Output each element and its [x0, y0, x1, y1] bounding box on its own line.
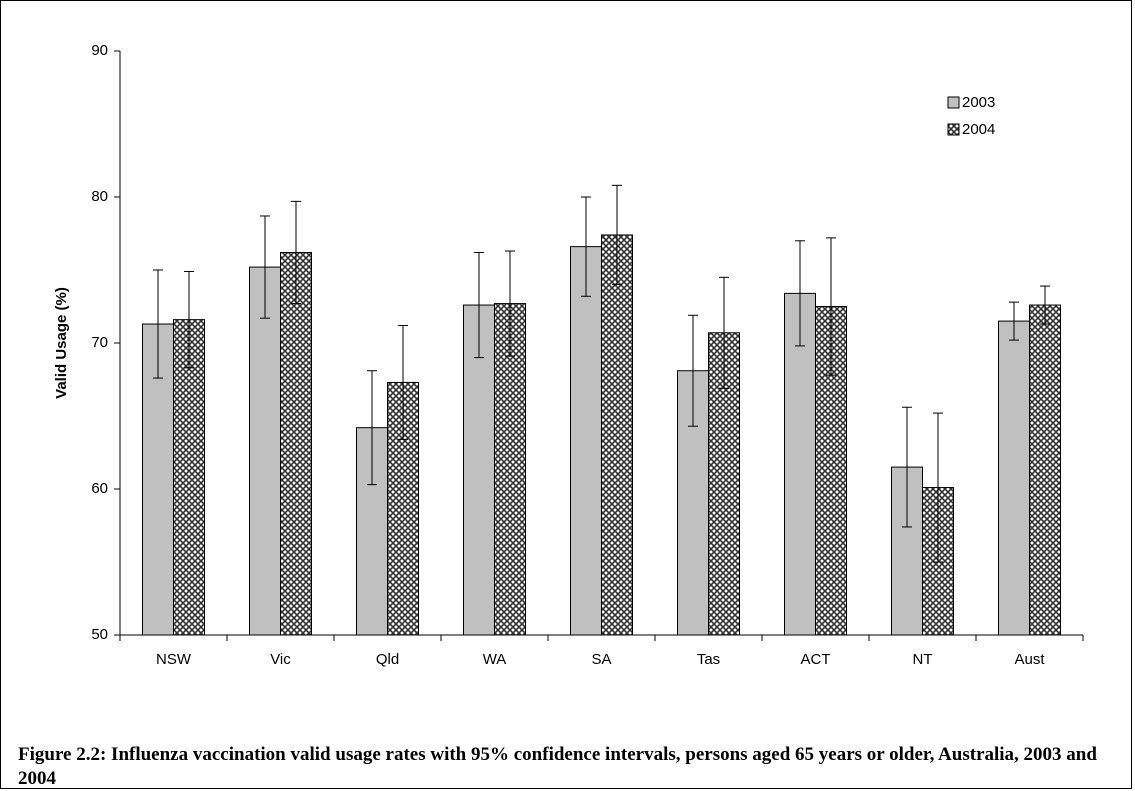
- bar: [249, 266, 281, 636]
- bar: [1029, 304, 1061, 636]
- x-tick-label: Tas: [697, 651, 720, 668]
- legend-label: 2003: [962, 94, 995, 111]
- bar: [601, 234, 633, 636]
- legend-label: 2004: [962, 121, 995, 138]
- y-tick-label: 90: [91, 42, 108, 59]
- x-tick-label: NT: [913, 651, 933, 668]
- x-tick-label: NSW: [156, 651, 192, 668]
- x-tick-label: Qld: [376, 651, 399, 668]
- y-axis-label: Valid Usage (%): [53, 287, 70, 399]
- bar: [570, 246, 602, 636]
- chart: Valid Usage (%) 50 60 70 80 90 NSW Vic Qld WA SA T…: [53, 42, 1084, 668]
- legend-swatch: [947, 96, 960, 109]
- x-tick-label: ACT: [801, 651, 831, 668]
- x-tick-label: Vic: [270, 651, 291, 668]
- bar: [784, 292, 816, 636]
- legend-swatch: [947, 123, 960, 136]
- y-tick-label: 70: [91, 334, 108, 351]
- x-tick-label: Aust: [1014, 651, 1045, 668]
- bar: [173, 319, 205, 636]
- y-tick-label: 50: [91, 626, 108, 643]
- y-tick-label: 80: [91, 188, 108, 205]
- bar: [463, 304, 495, 636]
- figure-caption: Figure 2.2: Influenza vaccination valid …: [18, 744, 1097, 789]
- bar: [280, 251, 312, 636]
- y-tick-label: 60: [91, 480, 108, 497]
- x-tick-label: SA: [591, 651, 611, 668]
- x-tick-label: WA: [483, 651, 507, 668]
- bar: [998, 320, 1030, 636]
